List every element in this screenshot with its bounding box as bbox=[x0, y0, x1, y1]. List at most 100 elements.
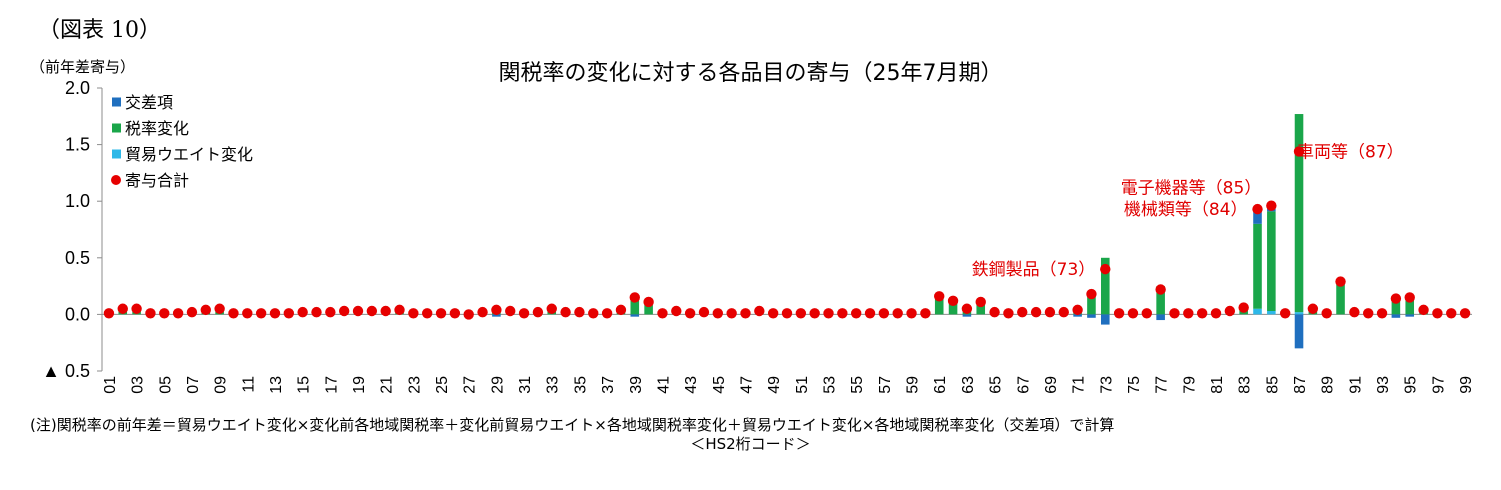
x-tick-label: 19 bbox=[351, 376, 368, 394]
bar-tariff-change bbox=[1100, 257, 1110, 315]
total-contribution-dot bbox=[546, 303, 557, 314]
x-tick-label: 07 bbox=[185, 376, 202, 394]
bar-tariff-change bbox=[1087, 296, 1096, 315]
x-tick-label: 17 bbox=[323, 376, 340, 394]
bar-cross-term bbox=[1294, 314, 1304, 349]
x-tick-label: 01 bbox=[102, 376, 119, 394]
footnote: (注)関税率の前年差＝貿易ウエイト変化×変化前各地域関税率＋変化前貿易ウエイト×… bbox=[30, 416, 1115, 434]
total-contribution-dot bbox=[1155, 284, 1166, 295]
x-axis-label: ＜HS2桁コード＞ bbox=[690, 435, 811, 453]
x-tick-label: 63 bbox=[960, 376, 977, 394]
total-contribution-dot bbox=[394, 304, 405, 316]
x-tick-label: 89 bbox=[1320, 376, 1337, 394]
x-tick-label: 55 bbox=[849, 376, 866, 394]
bar-weight-change bbox=[1267, 311, 1276, 315]
total-contribution-dot bbox=[1307, 303, 1319, 314]
total-contribution-dot bbox=[228, 308, 239, 319]
total-contribution-dot bbox=[1279, 308, 1291, 319]
x-tick-label: 47 bbox=[738, 376, 755, 394]
x-tick-label: 69 bbox=[1043, 376, 1060, 394]
x-tick-label: 49 bbox=[766, 376, 783, 394]
x-tick-label: 33 bbox=[545, 376, 562, 394]
figure-label: （図表 10） bbox=[38, 18, 161, 43]
total-contribution-dot bbox=[1376, 308, 1388, 319]
bar-cross-term bbox=[1073, 314, 1082, 317]
x-tick-label: 09 bbox=[213, 376, 230, 394]
total-contribution-dot bbox=[1044, 306, 1056, 318]
bar-tariff-change bbox=[1391, 298, 1401, 315]
x-tick-label: 31 bbox=[517, 376, 534, 394]
total-contribution-dot bbox=[1100, 263, 1111, 275]
bar-cross-term bbox=[492, 314, 501, 317]
total-contribution-dot bbox=[352, 305, 364, 317]
total-contribution-dot bbox=[408, 308, 419, 319]
total-contribution-dot bbox=[311, 306, 322, 318]
total-contribution-dot bbox=[1113, 308, 1125, 319]
total-contribution-dot bbox=[1446, 308, 1457, 319]
x-tick-label: 93 bbox=[1375, 376, 1392, 394]
total-contribution-dot bbox=[159, 308, 170, 319]
total-contribution-dot bbox=[740, 308, 751, 319]
total-contribution-dot bbox=[1127, 308, 1139, 319]
total-contribution-dot bbox=[934, 291, 945, 302]
total-contribution-dot bbox=[1169, 308, 1180, 319]
total-contribution-dot bbox=[878, 308, 890, 319]
x-tick-label: 83 bbox=[1237, 376, 1254, 394]
total-contribution-dot bbox=[1030, 306, 1042, 318]
total-contribution-dot bbox=[200, 304, 211, 316]
y-unit-label: （前年差寄与） bbox=[30, 58, 136, 76]
total-contribution-dot bbox=[574, 306, 585, 318]
total-contribution-dot bbox=[1224, 305, 1236, 317]
total-contribution-dot bbox=[781, 308, 793, 319]
total-contribution-dot bbox=[1363, 308, 1374, 319]
bar-tariff-change bbox=[976, 301, 986, 315]
bar-cross-term bbox=[1405, 314, 1415, 317]
y-tick-label: ▲ 0.5 bbox=[42, 361, 90, 381]
total-contribution-dot bbox=[657, 308, 668, 319]
total-contribution-dot bbox=[214, 303, 225, 314]
x-tick-label: 37 bbox=[600, 376, 617, 394]
y-tick-label: 0.5 bbox=[65, 248, 90, 268]
bar-tariff-change bbox=[630, 297, 640, 315]
total-contribution-dot bbox=[242, 308, 253, 319]
x-tick-label: 77 bbox=[1154, 376, 1171, 394]
bar-tariff-change bbox=[644, 301, 653, 315]
x-tick-label: 11 bbox=[240, 376, 257, 393]
bar-cross-term bbox=[1087, 314, 1096, 318]
total-contribution-dot bbox=[601, 308, 613, 319]
x-tick-label: 25 bbox=[434, 376, 451, 394]
legend-label: 税率変化 bbox=[125, 119, 189, 138]
total-contribution-dot bbox=[422, 308, 433, 319]
total-contribution-dot bbox=[1141, 308, 1152, 319]
total-contribution-dot bbox=[1072, 304, 1083, 316]
x-tick-label: 59 bbox=[905, 376, 922, 394]
total-contribution-dot bbox=[809, 308, 820, 319]
total-contribution-dot bbox=[1017, 306, 1028, 318]
total-contribution-dot bbox=[1404, 292, 1415, 303]
legend-label: 交差項 bbox=[125, 93, 173, 112]
bar-weight-change bbox=[1253, 308, 1262, 315]
total-contribution-dot bbox=[920, 308, 931, 319]
total-contribution-dot bbox=[532, 306, 544, 318]
legend-swatch bbox=[112, 149, 121, 159]
x-tick-label: 91 bbox=[1347, 376, 1364, 394]
legend-swatch bbox=[112, 123, 121, 133]
total-contribution-dot bbox=[255, 308, 267, 319]
total-contribution-dot bbox=[1349, 306, 1360, 318]
total-contribution-dot bbox=[1086, 288, 1097, 300]
total-contribution-dot bbox=[767, 308, 779, 319]
total-contribution-dot bbox=[283, 308, 295, 319]
x-tick-label: 73 bbox=[1098, 376, 1115, 394]
annotation-label: 鉄鋼製品（73） bbox=[972, 260, 1096, 280]
y-tick-label: 1.0 bbox=[65, 191, 90, 211]
legend-swatch bbox=[112, 97, 121, 107]
x-tick-label: 53 bbox=[822, 376, 839, 394]
total-contribution-dot bbox=[1390, 293, 1402, 304]
x-tick-label: 05 bbox=[157, 376, 174, 394]
total-contribution-dot bbox=[615, 304, 627, 316]
total-contribution-dot bbox=[726, 308, 737, 319]
x-tick-label: 41 bbox=[655, 376, 672, 394]
total-contribution-dot bbox=[117, 303, 128, 314]
chart-title: 関税率の変化に対する各品目の寄与（25年7月期） bbox=[498, 61, 1003, 86]
